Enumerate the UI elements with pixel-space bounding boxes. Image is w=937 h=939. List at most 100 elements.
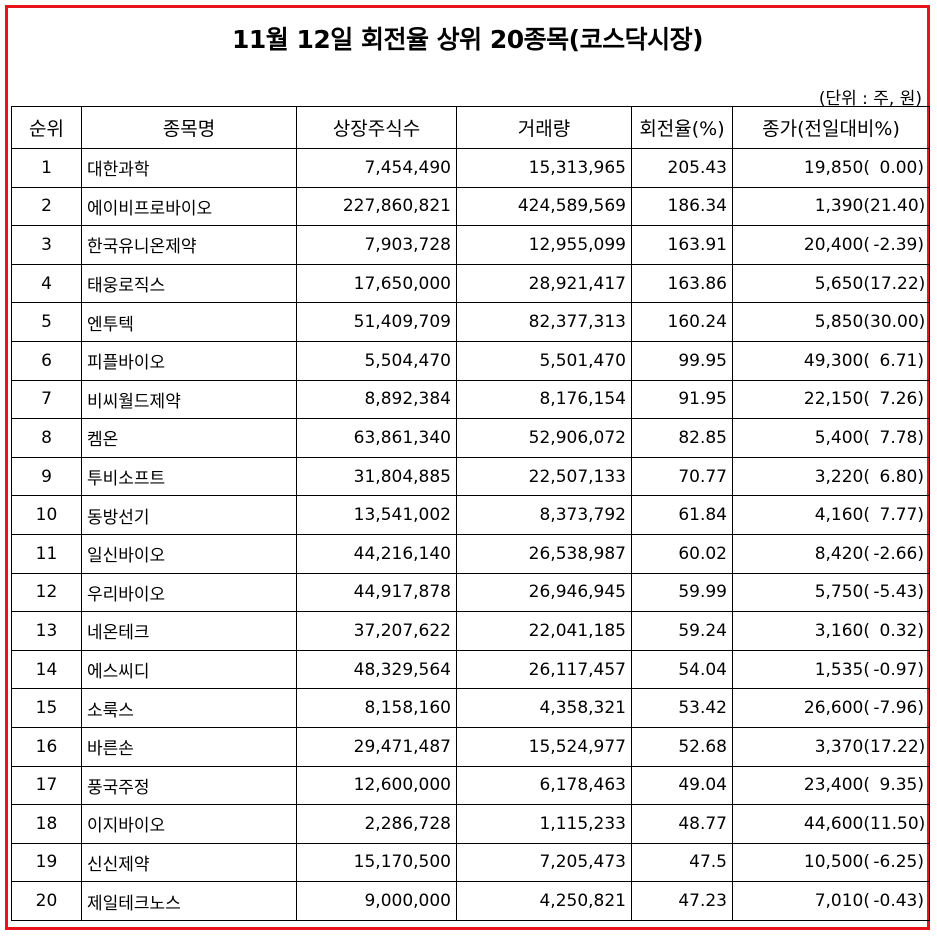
close-price: 1,535(: [814, 659, 870, 680]
table-body: 1 대한과학 7,454,490 15,313,965 205.43 19,850(0.0…: [11, 148, 930, 921]
table-row: 11 일신바이오 44,216,140 26,538,987 60.02 8,420(-2…: [11, 533, 930, 574]
turnover-cell: 186.34: [631, 186, 733, 227]
close-price: 5,850(: [814, 312, 870, 333]
close-change-cell: 49,300(6.71): [732, 340, 930, 381]
close-change-cell: 5,850(30.00): [732, 302, 930, 342]
stock-name-cell: 투비소프트: [81, 456, 297, 497]
stock-name-cell: 신신제약: [81, 842, 297, 883]
close-price: 44,600(: [803, 813, 870, 834]
table-row: 4 태웅로직스 17,650,000 28,921,417 163.86 5,650(17…: [11, 263, 930, 304]
stock-name-cell: 켐온: [81, 418, 297, 458]
listed-shares-cell: 7,454,490: [296, 148, 457, 188]
change-percent: 0.00): [879, 157, 924, 178]
turnover-cell: 54.04: [631, 649, 733, 690]
close-price: 20,400(: [803, 234, 870, 255]
volume-cell: 15,524,977: [456, 726, 632, 767]
rank-cell: 11: [11, 533, 82, 574]
table-row: 10 동방선기 13,541,002 8,373,792 61.84 4,160(7.77…: [11, 495, 930, 535]
turnover-cell: 205.43: [631, 148, 733, 188]
listed-shares-cell: 2,286,728: [296, 804, 457, 844]
close-price: 5,650(: [814, 273, 870, 294]
change-percent: -6.25): [873, 852, 924, 873]
close-price: 10,500(: [803, 852, 870, 873]
close-price: 1,390(: [814, 196, 870, 217]
listed-shares-cell: 31,804,885: [296, 456, 457, 497]
change-percent: 17.22): [870, 273, 926, 294]
change-percent: 7.77): [879, 505, 924, 526]
rank-cell: 9: [11, 456, 82, 497]
turnover-cell: 82.85: [631, 418, 733, 458]
close-price: 3,160(: [814, 620, 870, 641]
rank-cell: 1: [11, 148, 82, 188]
volume-cell: 26,538,987: [456, 533, 632, 574]
table-row: 6 피플바이오 5,504,470 5,501,470 99.95 49,300(6.71…: [11, 340, 930, 381]
table-row: 17 풍국주정 12,600,000 6,178,463 49.04 23,400(9.3…: [11, 765, 930, 806]
stock-name-cell: 에이비프로바이오: [81, 186, 297, 227]
table-row: 14 에스씨디 48,329,564 26,117,457 54.04 1,535(-0.…: [11, 649, 930, 690]
table-row: 8 켐온 63,861,340 52,906,072 82.85 5,400(7.78): [11, 418, 930, 458]
header-rank: 순위: [11, 106, 82, 149]
rank-cell: 3: [11, 225, 82, 265]
close-change-cell: 5,400(7.78): [732, 418, 930, 458]
close-change-cell: 5,750(-5.43): [732, 572, 930, 613]
rank-cell: 10: [11, 495, 82, 535]
close-price: 3,220(: [814, 466, 870, 487]
volume-cell: 424,589,569: [456, 186, 632, 227]
stock-name-cell: 태웅로직스: [81, 263, 297, 304]
rank-cell: 13: [11, 611, 82, 651]
close-change-cell: 26,600(-7.96): [732, 688, 930, 728]
rank-cell: 8: [11, 418, 82, 458]
table-row: 5 엔투텍 51,409,709 82,377,313 160.24 5,850(30.0…: [11, 302, 930, 342]
header-volume: 거래량: [456, 106, 632, 149]
close-price: 3,370(: [814, 736, 870, 757]
document-frame: 11월 12일 회전율 상위 20종목(코스닥시장) (단위 : 주, 원) 순…: [5, 5, 930, 930]
volume-cell: 6,178,463: [456, 765, 632, 806]
change-percent: -0.97): [873, 659, 924, 680]
change-percent: -5.43): [873, 582, 924, 603]
change-percent: 0.32): [879, 620, 924, 641]
volume-cell: 15,313,965: [456, 148, 632, 188]
turnover-cell: 47.5: [631, 842, 733, 883]
turnover-cell: 53.42: [631, 688, 733, 728]
turnover-cell: 61.84: [631, 495, 733, 535]
turnover-cell: 59.99: [631, 572, 733, 613]
table-row: 9 투비소프트 31,804,885 22,507,133 70.77 3,220(6.8…: [11, 456, 930, 497]
header-listed-shares: 상장주식수: [296, 106, 457, 149]
change-percent: -7.96): [873, 698, 924, 719]
close-change-cell: 23,400(9.35): [732, 765, 930, 806]
listed-shares-cell: 63,861,340: [296, 418, 457, 458]
close-price: 5,750(: [814, 582, 870, 603]
table-row: 16 바른손 29,471,487 15,524,977 52.68 3,370(17.2…: [11, 726, 930, 767]
close-change-cell: 7,010(-0.43): [732, 881, 930, 921]
listed-shares-cell: 7,903,728: [296, 225, 457, 265]
change-percent: 17.22): [870, 736, 926, 757]
close-change-cell: 3,160( 0.32): [732, 611, 930, 651]
rank-cell: 5: [11, 302, 82, 342]
volume-cell: 1,115,233: [456, 804, 632, 844]
rank-cell: 20: [11, 881, 82, 921]
close-price: 22,150(: [803, 389, 870, 410]
turnover-cell: 49.04: [631, 765, 733, 806]
listed-shares-cell: 12,600,000: [296, 765, 457, 806]
close-change-cell: 20,400(-2.39): [732, 225, 930, 265]
stock-name-cell: 풍국주정: [81, 765, 297, 806]
volume-cell: 22,507,133: [456, 456, 632, 497]
listed-shares-cell: 9,000,000: [296, 881, 457, 921]
change-percent: 6.80): [879, 466, 924, 487]
stock-name-cell: 동방선기: [81, 495, 297, 535]
listed-shares-cell: 51,409,709: [296, 302, 457, 342]
table-row: 3 한국유니온제약 7,903,728 12,955,099 163.91 20,400(…: [11, 225, 930, 265]
turnover-ranking-table: 순위 종목명 상장주식수 거래량 회전율(%) 종가(전일대비%) 1 대한과학 7…: [11, 106, 930, 921]
close-change-cell: 44,600(11.50): [732, 804, 930, 844]
turnover-cell: 59.24: [631, 611, 733, 651]
listed-shares-cell: 29,471,487: [296, 726, 457, 767]
turnover-cell: 160.24: [631, 302, 733, 342]
volume-cell: 8,176,154: [456, 379, 632, 420]
volume-cell: 26,946,945: [456, 572, 632, 613]
listed-shares-cell: 48,329,564: [296, 649, 457, 690]
volume-cell: 7,205,473: [456, 842, 632, 883]
close-change-cell: 10,500(-6.25): [732, 842, 930, 883]
table-row: 15 소룩스 8,158,160 4,358,321 53.42 26,600(-7.96…: [11, 688, 930, 728]
close-price: 8,420(: [814, 543, 870, 564]
turnover-cell: 163.91: [631, 225, 733, 265]
